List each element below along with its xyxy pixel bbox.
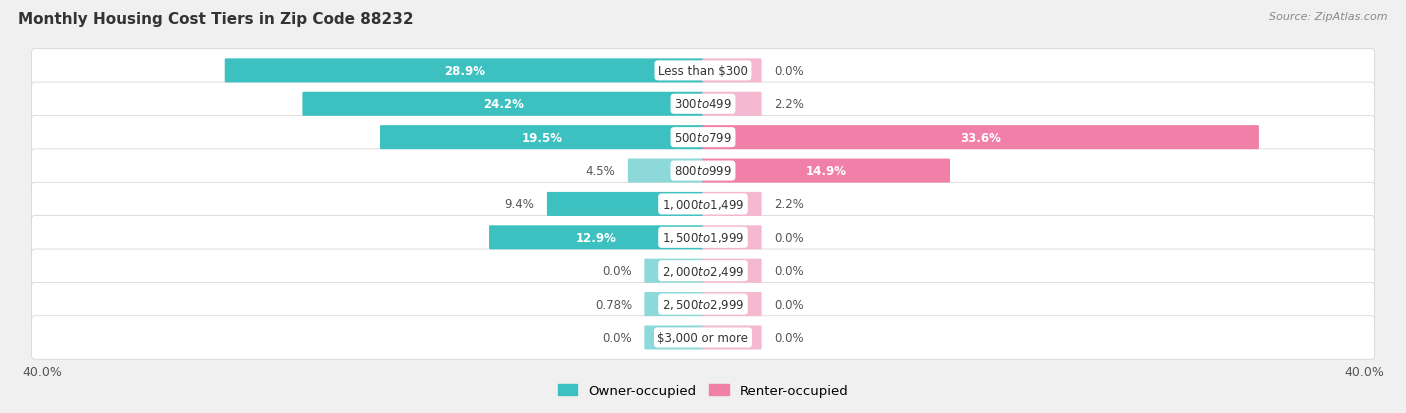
- Text: Source: ZipAtlas.com: Source: ZipAtlas.com: [1270, 12, 1388, 22]
- Text: 9.4%: 9.4%: [505, 198, 534, 211]
- Text: 0.0%: 0.0%: [602, 265, 631, 278]
- FancyBboxPatch shape: [644, 259, 704, 283]
- Text: $1,000 to $1,499: $1,000 to $1,499: [662, 197, 744, 211]
- Text: 2.2%: 2.2%: [775, 198, 804, 211]
- Text: Monthly Housing Cost Tiers in Zip Code 88232: Monthly Housing Cost Tiers in Zip Code 8…: [18, 12, 413, 27]
- FancyBboxPatch shape: [31, 183, 1375, 226]
- FancyBboxPatch shape: [702, 59, 762, 83]
- FancyBboxPatch shape: [225, 59, 704, 83]
- FancyBboxPatch shape: [702, 259, 762, 283]
- FancyBboxPatch shape: [702, 159, 950, 183]
- FancyBboxPatch shape: [644, 292, 704, 316]
- FancyBboxPatch shape: [702, 292, 762, 316]
- Text: 0.0%: 0.0%: [775, 298, 804, 311]
- FancyBboxPatch shape: [702, 226, 762, 250]
- FancyBboxPatch shape: [547, 192, 704, 216]
- Text: $1,500 to $1,999: $1,500 to $1,999: [662, 231, 744, 245]
- Text: 19.5%: 19.5%: [522, 131, 562, 144]
- FancyBboxPatch shape: [702, 192, 762, 216]
- Text: 0.0%: 0.0%: [775, 65, 804, 78]
- FancyBboxPatch shape: [31, 50, 1375, 93]
- FancyBboxPatch shape: [702, 326, 762, 350]
- Legend: Owner-occupied, Renter-occupied: Owner-occupied, Renter-occupied: [553, 378, 853, 402]
- FancyBboxPatch shape: [380, 126, 704, 150]
- FancyBboxPatch shape: [31, 249, 1375, 293]
- FancyBboxPatch shape: [31, 150, 1375, 193]
- Text: 0.0%: 0.0%: [775, 231, 804, 244]
- Text: 12.9%: 12.9%: [576, 231, 617, 244]
- FancyBboxPatch shape: [489, 226, 704, 250]
- Text: $300 to $499: $300 to $499: [673, 98, 733, 111]
- FancyBboxPatch shape: [628, 159, 704, 183]
- Text: 2.2%: 2.2%: [775, 98, 804, 111]
- Text: 0.0%: 0.0%: [775, 265, 804, 278]
- Text: 0.78%: 0.78%: [595, 298, 631, 311]
- Text: 33.6%: 33.6%: [960, 131, 1001, 144]
- FancyBboxPatch shape: [31, 116, 1375, 159]
- Text: 0.0%: 0.0%: [602, 331, 631, 344]
- Text: 28.9%: 28.9%: [444, 65, 485, 78]
- FancyBboxPatch shape: [31, 316, 1375, 359]
- Text: Less than $300: Less than $300: [658, 65, 748, 78]
- FancyBboxPatch shape: [31, 283, 1375, 326]
- Text: 14.9%: 14.9%: [806, 165, 846, 178]
- Text: 24.2%: 24.2%: [482, 98, 523, 111]
- Text: $500 to $799: $500 to $799: [673, 131, 733, 144]
- FancyBboxPatch shape: [31, 83, 1375, 126]
- Text: 0.0%: 0.0%: [775, 331, 804, 344]
- Text: $2,000 to $2,499: $2,000 to $2,499: [662, 264, 744, 278]
- FancyBboxPatch shape: [302, 93, 704, 116]
- FancyBboxPatch shape: [31, 216, 1375, 259]
- FancyBboxPatch shape: [702, 126, 1258, 150]
- Text: $3,000 or more: $3,000 or more: [658, 331, 748, 344]
- FancyBboxPatch shape: [644, 326, 704, 350]
- Text: $800 to $999: $800 to $999: [673, 165, 733, 178]
- Text: 4.5%: 4.5%: [586, 165, 616, 178]
- FancyBboxPatch shape: [702, 93, 762, 116]
- Text: $2,500 to $2,999: $2,500 to $2,999: [662, 297, 744, 311]
